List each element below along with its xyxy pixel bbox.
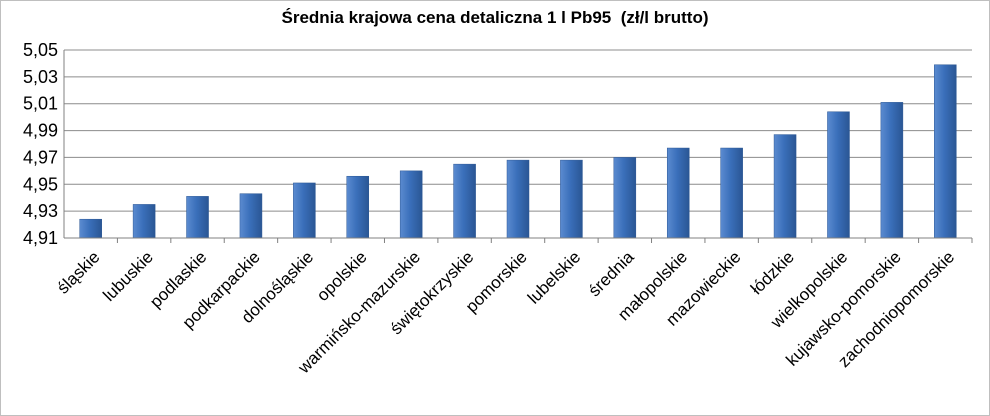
y-tick-label: 5,05 [23, 40, 58, 60]
bar-0 [79, 218, 102, 239]
x-category-label: łódzkie [747, 247, 798, 298]
bar-9 [560, 159, 583, 239]
bar-14 [827, 111, 850, 239]
axis-layer [63, 50, 973, 243]
y-tick-label: 4,95 [23, 174, 58, 194]
bar-4 [293, 182, 316, 239]
y-tick-label: 4,99 [23, 121, 58, 141]
x-category-label: lubelskie [524, 247, 584, 307]
bar-13 [773, 134, 797, 239]
bar-15 [880, 102, 904, 239]
bar-layer [79, 64, 957, 239]
bar-10 [613, 157, 637, 239]
bar-16 [934, 64, 957, 239]
bar-11 [666, 147, 690, 239]
chart-title: Średnia krajowa cena detaliczna 1 l Pb95… [281, 8, 709, 27]
y-tick-label: 4,91 [23, 228, 58, 248]
bar-2 [186, 196, 209, 239]
x-category-label: śląskie [53, 247, 103, 297]
label-layer: 4,91 4,93 4,95 4,97 4,99 5,01 5,03 5,05 śląskie l… [23, 40, 958, 378]
x-category-label: średnia [585, 247, 638, 300]
bar-6 [399, 170, 423, 239]
y-tick-label: 4,97 [23, 147, 58, 167]
bar-5 [346, 175, 370, 239]
bar-7 [453, 163, 476, 239]
bar-12 [720, 147, 743, 239]
bar-8 [506, 159, 530, 239]
y-tick-label: 4,93 [23, 201, 58, 221]
bar-1 [132, 204, 156, 239]
y-tick-label: 5,01 [23, 94, 58, 114]
bar-3 [239, 193, 263, 239]
y-tick-label: 5,03 [23, 67, 58, 87]
